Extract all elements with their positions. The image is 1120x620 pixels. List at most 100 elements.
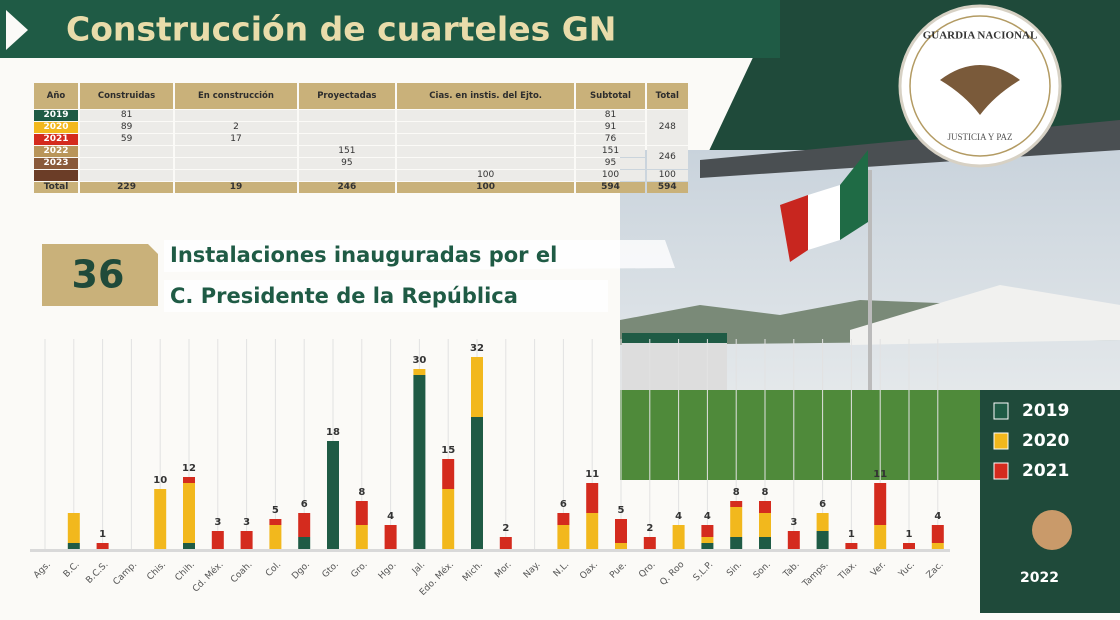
- total-label: 1: [906, 529, 913, 540]
- flag-red: [780, 195, 808, 262]
- total-cell: 100: [646, 170, 688, 181]
- total-cell: 248: [646, 110, 688, 145]
- table-cell: [396, 122, 575, 133]
- total-label: 4: [934, 511, 941, 522]
- table-row: 2021 59 17 76: [34, 134, 688, 145]
- bar-segment: [211, 531, 224, 549]
- x-tick-label: Qro.: [637, 560, 657, 580]
- column-header: Construidas: [80, 83, 174, 109]
- total-label: 5: [618, 505, 625, 516]
- badge-line2-bg: [164, 280, 608, 312]
- summary-table: Año Construidas En construcción Proyectadas…: [32, 82, 690, 194]
- bar-segment: [759, 537, 771, 549]
- table-cell: [396, 110, 575, 121]
- total-label: 2: [646, 523, 653, 534]
- table-cell: [175, 146, 297, 157]
- table-cell: [175, 110, 297, 121]
- total-label: 4: [704, 511, 711, 522]
- bar-segment: [96, 543, 109, 549]
- x-tick-label: Son.: [752, 560, 773, 581]
- x-tick-label: S.L.P.: [692, 560, 716, 584]
- table-cell: [80, 146, 174, 157]
- table-cell: 95: [576, 158, 645, 169]
- bar-segment: [154, 489, 167, 549]
- emblem-eagle: [940, 65, 1020, 115]
- legend-label: 2020: [1022, 431, 1069, 451]
- table-cell: [298, 110, 395, 121]
- x-tick-label: Chih.: [174, 560, 197, 583]
- x-tick-label: Dgo.: [290, 560, 312, 582]
- x-tick-label: Gro.: [349, 560, 369, 580]
- total-label: 3: [790, 517, 797, 528]
- total-label: 30: [412, 355, 426, 366]
- total-label: 1: [99, 529, 106, 540]
- bar-segment: [413, 369, 426, 375]
- bar-segment: [615, 543, 627, 549]
- flag-green: [840, 150, 868, 240]
- footer-cell: 229: [80, 182, 174, 193]
- bar-segment: [701, 525, 714, 537]
- footer-cell: 246: [298, 182, 395, 193]
- bar-segment: [355, 501, 368, 525]
- year-cell: 2022: [34, 146, 78, 157]
- table-cell: [298, 122, 395, 133]
- year-cell: 2023: [34, 158, 78, 169]
- table-cell: 17: [175, 134, 297, 145]
- x-tick-label: B.C.: [62, 560, 82, 580]
- bar-segment: [471, 417, 483, 549]
- total-label: 8: [733, 487, 740, 498]
- bar-segment: [759, 513, 771, 537]
- emblem-bottom: JUSTICIA Y PAZ: [947, 132, 1012, 142]
- bar-segment: [672, 525, 685, 549]
- legend-swatch: [993, 402, 1009, 420]
- table-row: 100 100 100: [34, 170, 688, 181]
- table-cell: [80, 158, 174, 169]
- table-cell: [175, 158, 297, 169]
- bar-segment: [845, 543, 858, 549]
- bar-segment: [67, 543, 80, 549]
- column-header: Total: [646, 83, 688, 109]
- x-tick-label: Tab.: [781, 560, 802, 581]
- x-tick-label: Ags.: [32, 560, 53, 581]
- x-tick-label: Jal.: [410, 560, 427, 577]
- x-tick-label: B.C.S.: [84, 560, 110, 586]
- bar-segment: [816, 513, 829, 531]
- legend-swatch: [993, 432, 1009, 450]
- bar-segment: [586, 513, 599, 549]
- table-cell: 151: [576, 146, 645, 157]
- x-tick-label: Hgo.: [377, 560, 399, 582]
- title-banner: [0, 0, 780, 58]
- bar-segment: [298, 513, 311, 537]
- legend-label: 2019: [1022, 401, 1069, 421]
- flagpole: [868, 170, 872, 390]
- portrait: [1032, 510, 1072, 550]
- total-label: 18: [326, 427, 340, 438]
- bar-segment: [442, 489, 455, 549]
- badge-line2: C. Presidente de la República: [170, 284, 518, 308]
- x-tick-label: Camp.: [112, 560, 140, 588]
- footer-cell: 100: [396, 182, 575, 193]
- bar-segment: [67, 513, 80, 543]
- legend-label: 2021: [1022, 461, 1069, 481]
- total-label: 15: [441, 445, 455, 456]
- column-header: Subtotal: [576, 83, 645, 109]
- table-cell: [298, 170, 395, 181]
- total-label: 4: [675, 511, 682, 522]
- table-cell: 2: [175, 122, 297, 133]
- x-tick-label: Q. Roo: [658, 559, 686, 587]
- table-header: Año Construidas En construcción Proyectadas…: [34, 83, 688, 109]
- x-tick-label: Yuc.: [896, 560, 916, 580]
- bar-segment: [730, 537, 743, 549]
- total-label: 3: [243, 517, 250, 528]
- table-cell: [396, 134, 575, 145]
- bar-segment: [903, 543, 915, 549]
- x-tick-label: Pue.: [608, 560, 629, 581]
- x-tick-label: Nay.: [522, 560, 543, 581]
- table-cell: 151: [298, 146, 395, 157]
- legend-swatch: [993, 462, 1009, 480]
- year-cell: 2020: [34, 122, 78, 133]
- total-label: 5: [272, 505, 279, 516]
- bar-segment: [183, 483, 195, 543]
- total-label: 3: [214, 517, 221, 528]
